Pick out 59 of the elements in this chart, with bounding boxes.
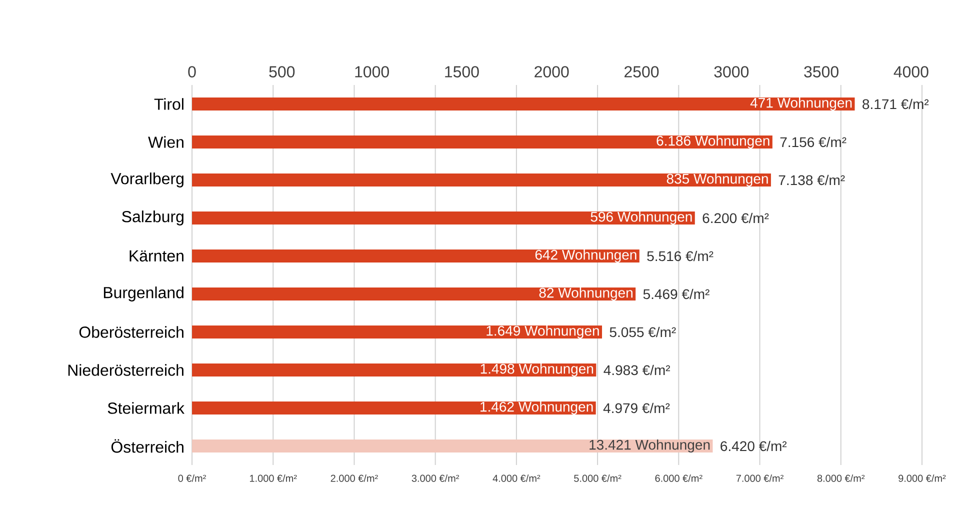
y-tick-label: Steiermark	[108, 402, 184, 414]
annotation: 6.186 Wohnungen	[656, 135, 770, 149]
y-tick-label: Wien	[148, 136, 184, 148]
annotation: 835 Wohnungen	[666, 173, 768, 187]
x2-tick-label: 3500	[804, 66, 838, 78]
annotation: 471 Wohnungen	[750, 97, 852, 111]
annotation: 13.421 Wohnungen	[590, 439, 710, 453]
data-label: 5.055 €/m²	[610, 326, 676, 338]
data-label: 5.469 €/m²	[643, 288, 710, 300]
x2-tick-label: 1000	[355, 66, 389, 78]
bar	[192, 287, 636, 300]
data-label: 7.156 €/m²	[780, 136, 846, 148]
x-tick-label: 3.000 €/m²	[412, 474, 460, 482]
x-tick-label: 6.000 €/m²	[655, 474, 702, 482]
x2-tick-label: 2500	[624, 66, 659, 78]
x-tick-label: 7.000 €/m²	[736, 474, 784, 482]
data-label: 4.983 €/m²	[604, 364, 670, 376]
annotation: 82 Wohnungen	[539, 287, 632, 301]
bar	[192, 135, 772, 148]
x-tick-label: 0 €/m²	[178, 474, 206, 482]
data-label: 8.171 €/m²	[862, 98, 929, 110]
x-tick-label: 4.000 €/m²	[492, 474, 540, 482]
annotation: 1.649 Wohnungen	[486, 325, 599, 339]
bar	[192, 439, 713, 452]
bar	[192, 211, 695, 224]
bar	[192, 97, 855, 110]
bar	[192, 363, 596, 376]
y-tick-label: Kärnten	[130, 250, 184, 262]
data-label: 4.979 €/m²	[603, 402, 670, 414]
y-tick-label: Vorarlberg	[110, 172, 184, 188]
y-tick-label: Burgenland	[104, 286, 184, 302]
annotation: 596 Wohnungen	[590, 211, 692, 225]
annotation: 642 Wohnungen	[535, 249, 636, 263]
annotation: 1.462 Wohnungen	[480, 401, 593, 415]
data-label: 5.516 €/m²	[647, 250, 714, 262]
y-tick-label: Niederösterreich	[68, 364, 184, 376]
x-tick-label: 1.000 €/m²	[250, 474, 297, 482]
x2-tick-label: 1500	[445, 66, 479, 78]
bar	[192, 401, 596, 414]
x2-tick-label: 500	[269, 66, 295, 78]
x2-tick-label: 4000	[894, 66, 928, 78]
data-label: 7.138 €/m²	[778, 174, 845, 186]
x-tick-label: 8.000 €/m²	[817, 474, 865, 482]
data-label: 6.420 €/m²	[720, 440, 787, 452]
x-tick-label: 2.000 €/m²	[330, 474, 378, 482]
x-tick-label: 9.000 €/m²	[898, 474, 946, 482]
x2-tick-label: 0	[188, 66, 196, 78]
y-tick-label: Österreich	[111, 439, 184, 453]
x2-tick-label: 2000	[534, 66, 569, 78]
bar	[192, 249, 640, 262]
y-tick-label: Salzburg	[122, 210, 184, 226]
bar	[192, 173, 771, 186]
y-tick-label: Oberösterreich	[79, 326, 184, 338]
x-tick-label: 5.000 €/m²	[574, 474, 622, 482]
y-tick-label: Tirol	[154, 98, 184, 110]
bar	[192, 325, 602, 338]
x2-tick-label: 3000	[714, 66, 749, 78]
annotation: 1.498 Wohnungen	[480, 363, 594, 377]
data-label: 6.200 €/m²	[702, 212, 769, 224]
